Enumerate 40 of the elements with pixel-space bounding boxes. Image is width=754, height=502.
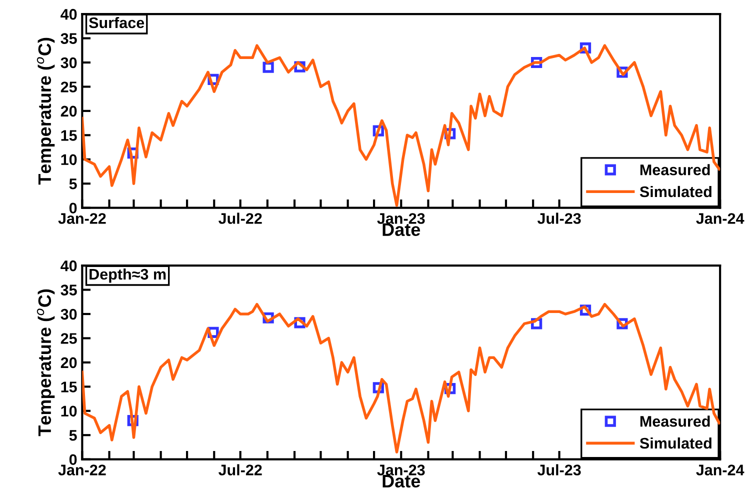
- x-tick-label: Jan-24: [696, 464, 744, 476]
- y-tick-label: 10: [61, 154, 77, 166]
- x-tick-label: Jan-22: [58, 464, 106, 476]
- y-tick-label: 30: [60, 308, 77, 320]
- y-tick-label: 35: [60, 284, 77, 296]
- x-tick-label: Jan-23: [377, 464, 425, 476]
- y-tick-label: 30: [60, 57, 77, 68]
- y-tick-label: 10: [61, 406, 77, 417]
- y-tick-label: 20: [60, 357, 77, 368]
- y-tick-label: 5: [69, 178, 77, 190]
- annotation: Surface: [89, 16, 144, 28]
- line-series: [82, 302, 720, 454]
- x-tick-label: Jul-22: [218, 212, 262, 224]
- x-axis-title: Date: [382, 474, 420, 488]
- y-tick-label: 40: [60, 260, 77, 272]
- legend-label: Measured: [640, 416, 710, 427]
- y-tick-label: 35: [60, 33, 77, 44]
- legend-label: Simulated: [640, 186, 712, 198]
- y-tick-label: 25: [60, 333, 77, 344]
- x-tick-label: Jan-24: [696, 213, 744, 224]
- y-axis-title: Temperature ($^{o}$C): [36, 289, 55, 436]
- annotation: Depth≈3 m: [90, 268, 166, 283]
- y-axis-title: Temperature ($^{o}$C): [36, 38, 55, 185]
- x-axis-title: Date: [382, 223, 420, 236]
- y-tick-label: 15: [61, 382, 77, 392]
- y-tick-label: 5: [69, 430, 77, 441]
- y-tick-label: 20: [60, 106, 77, 117]
- x-tick-label: Jul-22: [218, 464, 262, 476]
- x-tick-label: Jan-22: [58, 213, 106, 224]
- x-tick-label: Jul-23: [537, 212, 581, 224]
- y-tick-label: 0: [69, 202, 77, 214]
- legend-label: Measured: [640, 164, 710, 176]
- y-tick-label: 25: [60, 82, 77, 92]
- y-tick-label: 40: [60, 8, 77, 20]
- y-tick-label: 0: [69, 454, 77, 466]
- x-tick-label: Jan-23: [377, 213, 425, 224]
- x-tick-label: Jul-23: [537, 464, 581, 476]
- y-tick-label: 15: [61, 130, 77, 141]
- point: [262, 62, 274, 73]
- legend-label: Simulated: [640, 437, 712, 449]
